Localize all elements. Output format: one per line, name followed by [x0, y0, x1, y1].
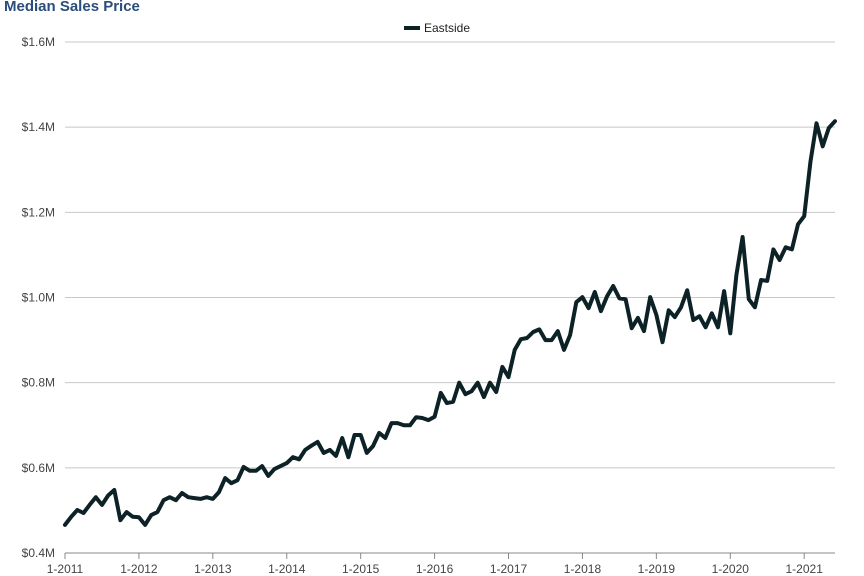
x-tick-label: 1-2014	[268, 562, 306, 576]
chart-title: Median Sales Price	[4, 0, 140, 15]
x-tick-label: 1-2012	[120, 562, 158, 576]
y-tick-label: $1.0M	[22, 291, 55, 305]
y-tick-label: $0.6M	[22, 461, 55, 475]
y-tick-label: $1.2M	[22, 205, 55, 219]
x-tick-label: 1-2013	[194, 562, 232, 576]
y-tick-label: $1.4M	[22, 120, 55, 134]
x-tick-label: 1-2021	[786, 562, 824, 576]
x-tick-label: 1-2011	[47, 562, 84, 576]
x-tick-label: 1-2016	[416, 562, 454, 576]
legend: Eastside	[404, 21, 470, 35]
y-tick-label: $0.8M	[22, 376, 55, 390]
series-line-eastside	[63, 119, 837, 527]
x-tick-label: 1-2020	[712, 562, 750, 576]
y-tick-label: $1.6M	[22, 35, 55, 49]
legend-label: Eastside	[424, 21, 470, 35]
x-tick-label: 1-2017	[490, 562, 528, 576]
x-tick-label: 1-2015	[342, 562, 380, 576]
y-tick-label: $0.4M	[22, 546, 55, 560]
x-tick-label: 1-2018	[564, 562, 602, 576]
x-tick-label: 1-2019	[638, 562, 676, 576]
